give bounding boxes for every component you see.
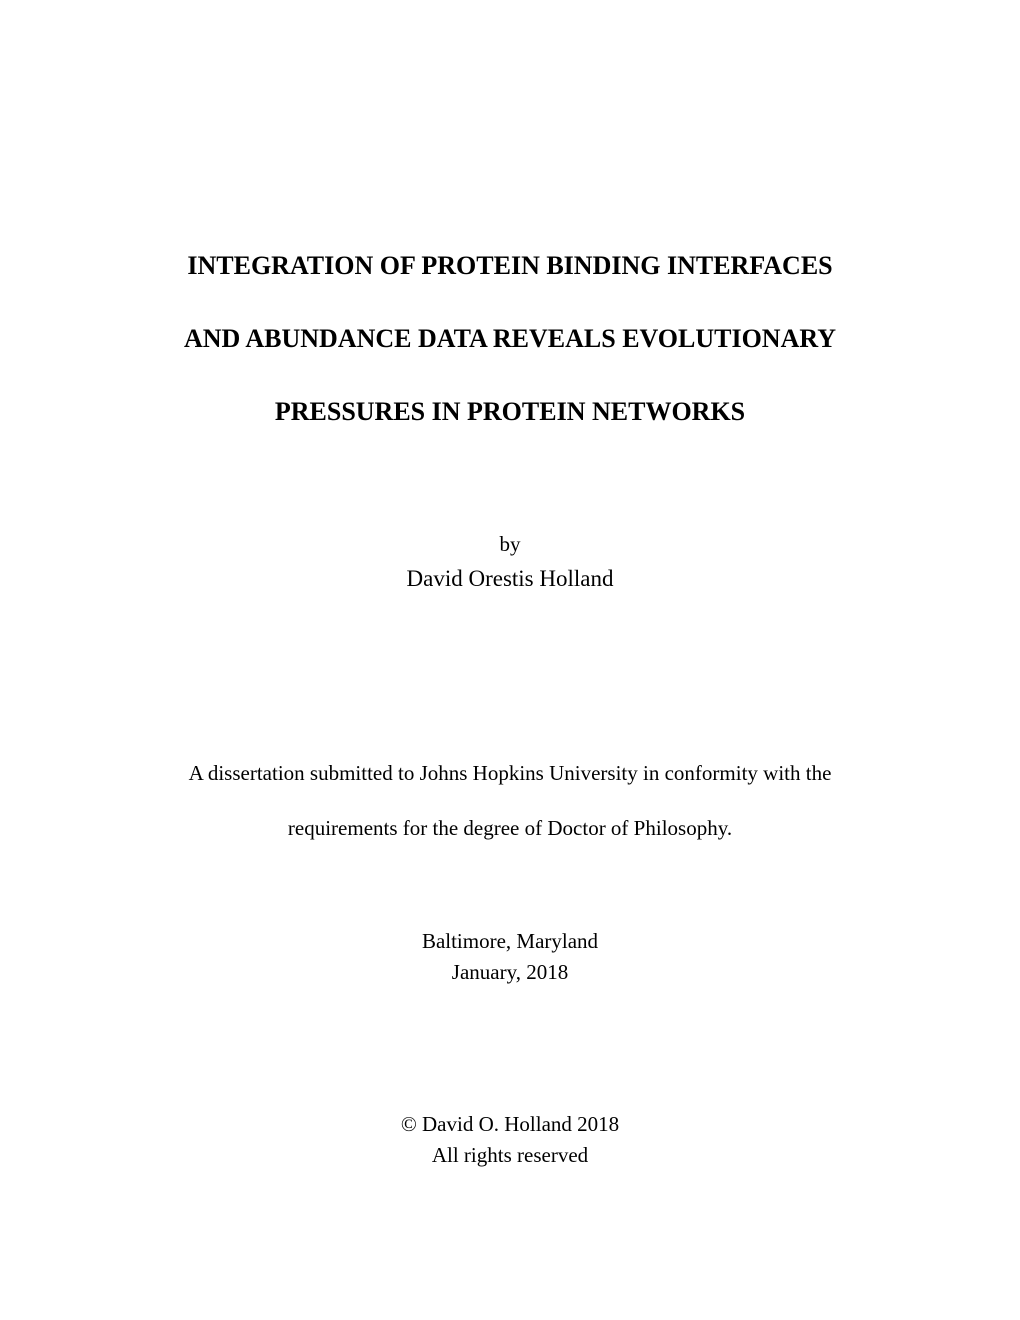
copyright-line-1: © David O. Holland 2018 bbox=[125, 1109, 895, 1141]
location: Baltimore, Maryland bbox=[125, 926, 895, 958]
date: January, 2018 bbox=[125, 957, 895, 989]
byline: by bbox=[125, 528, 895, 562]
location-date: Baltimore, Maryland January, 2018 bbox=[125, 926, 895, 989]
dissertation-title: INTEGRATION OF PROTEIN BINDING INTERFACE… bbox=[125, 230, 895, 448]
copyright-line-2: All rights reserved bbox=[125, 1140, 895, 1172]
submission-line-1: A dissertation submitted to Johns Hopkin… bbox=[125, 746, 895, 801]
title-line-3: PRESSURES IN PROTEIN NETWORKS bbox=[125, 376, 895, 449]
author-name: David Orestis Holland bbox=[125, 562, 895, 597]
title-line-2: AND ABUNDANCE DATA REVEALS EVOLUTIONARY bbox=[125, 303, 895, 376]
title-line-1: INTEGRATION OF PROTEIN BINDING INTERFACE… bbox=[125, 230, 895, 303]
copyright-notice: © David O. Holland 2018 All rights reser… bbox=[125, 1109, 895, 1172]
submission-line-2: requirements for the degree of Doctor of… bbox=[125, 801, 895, 856]
submission-statement: A dissertation submitted to Johns Hopkin… bbox=[125, 746, 895, 855]
